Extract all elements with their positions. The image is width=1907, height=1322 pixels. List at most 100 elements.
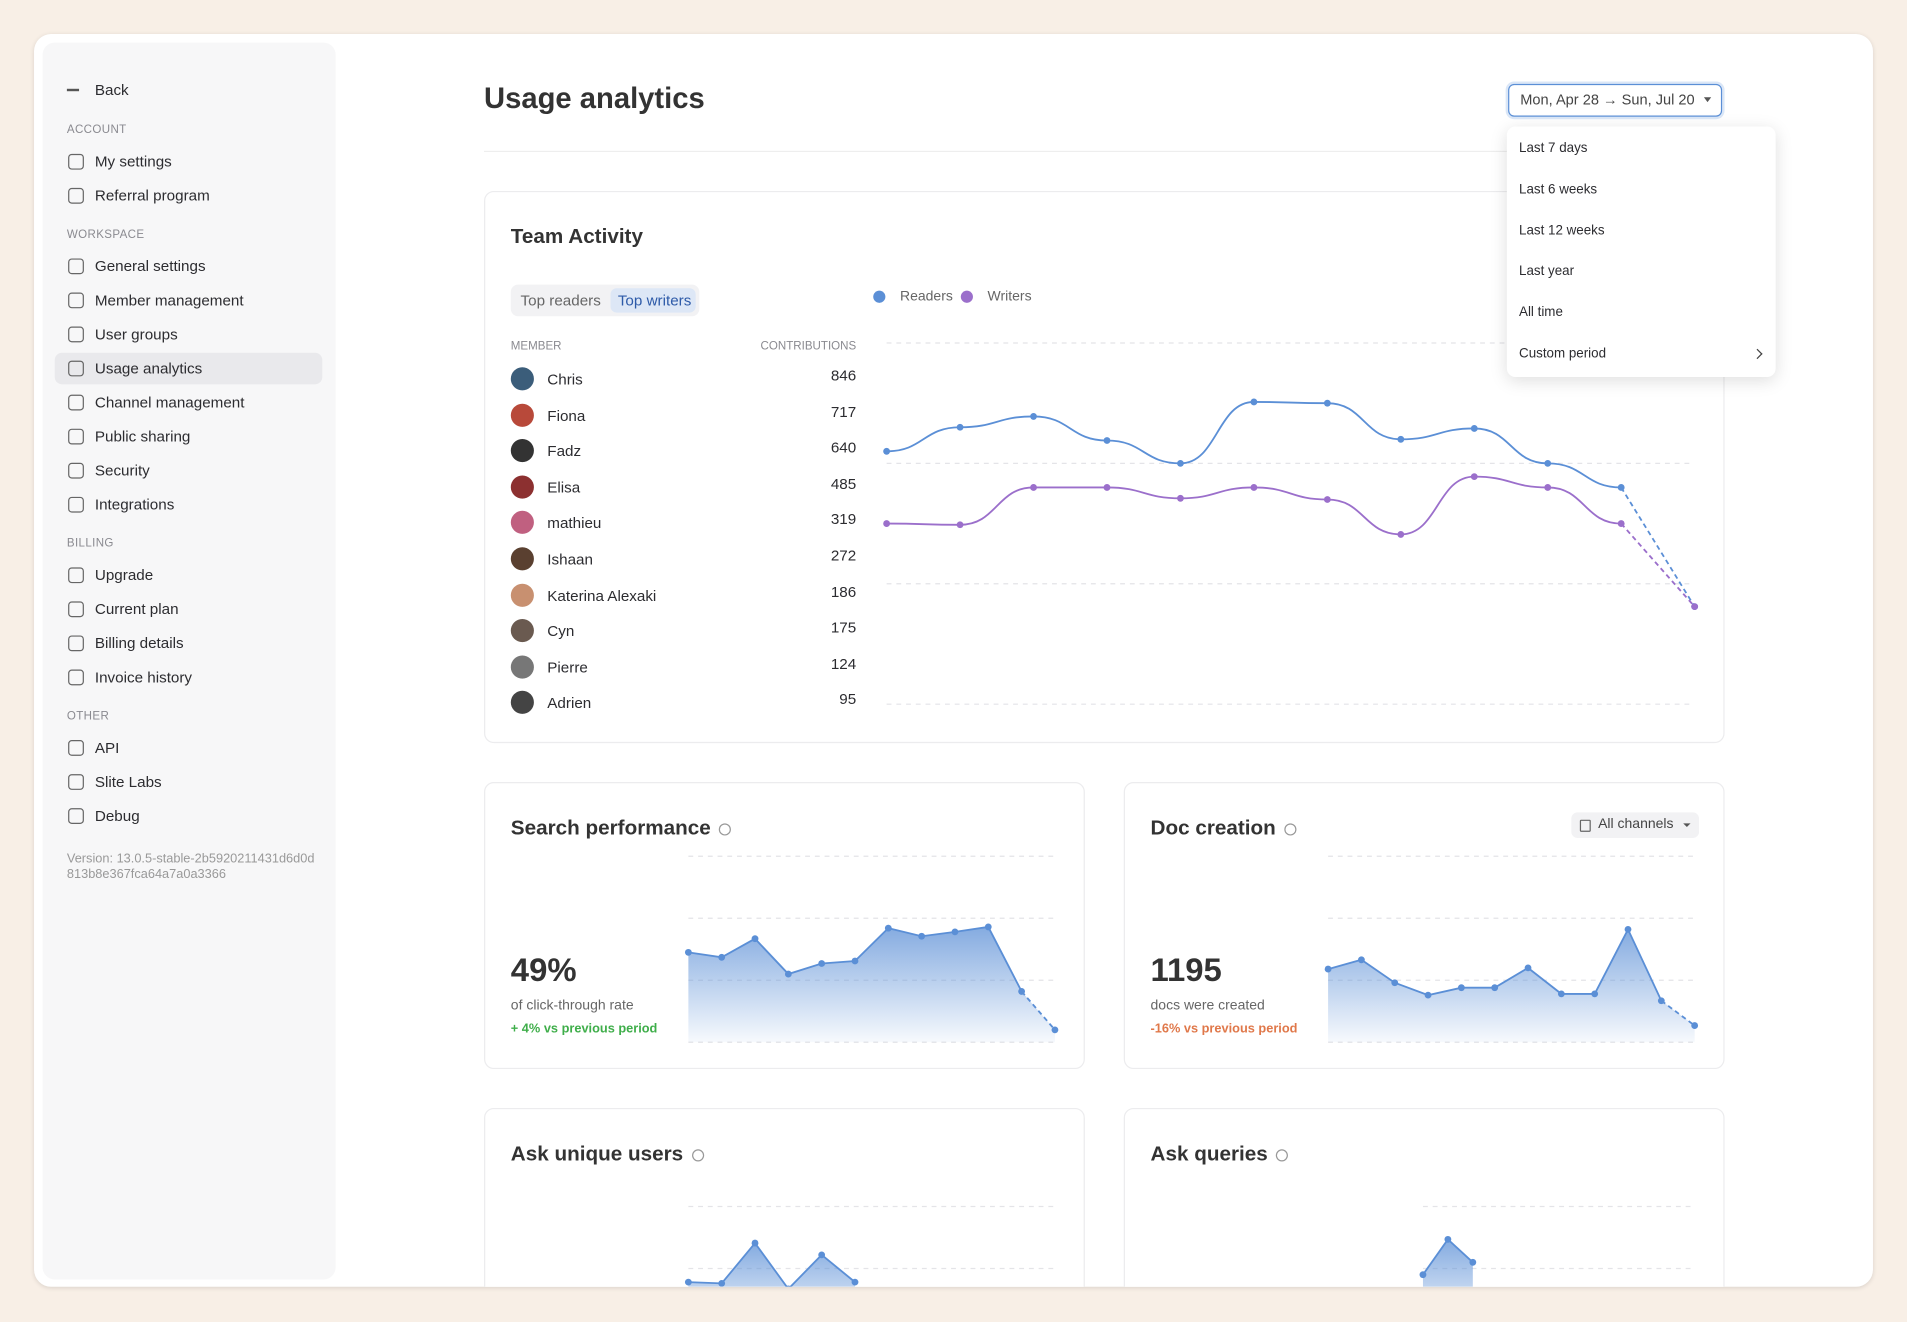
nav-item[interactable]: Integrations — [94, 496, 175, 514]
nav-item[interactable]: Security — [94, 462, 150, 480]
metric: 1195 — [1150, 951, 1222, 989]
point — [1617, 484, 1625, 491]
section-heading: WORKSPACE — [66, 228, 145, 242]
nav-item[interactable]: Current plan — [94, 600, 179, 618]
contributions: 175 — [830, 619, 857, 637]
contributions: 319 — [830, 511, 857, 529]
dropdown-option[interactable]: Last 6 weeks — [1519, 182, 1598, 197]
point — [851, 1278, 859, 1286]
point — [956, 521, 964, 529]
area — [688, 1243, 855, 1287]
back-link[interactable]: Back — [94, 81, 129, 99]
nav-item[interactable]: Usage analytics — [94, 359, 203, 378]
nav-item[interactable]: My settings — [94, 153, 172, 171]
date-range: Mon, Apr 28 → Sun, Jul 20 — [1520, 91, 1695, 109]
point — [784, 970, 792, 978]
member-name: Chris — [547, 370, 583, 388]
member-name: Cyn — [547, 622, 575, 640]
tab[interactable]: Top writers — [617, 291, 692, 309]
avatar — [510, 439, 534, 463]
point — [918, 932, 926, 940]
section-heading: OTHER — [66, 709, 110, 724]
dropdown-option[interactable]: All time — [1519, 305, 1563, 321]
tab[interactable]: Top readers — [520, 291, 601, 309]
point — [1557, 990, 1565, 998]
point — [1177, 494, 1184, 502]
avatar — [510, 475, 534, 499]
nav-item[interactable]: Channel management — [94, 394, 245, 412]
point — [1691, 1022, 1699, 1029]
card-title: Ask queries — [1150, 1142, 1268, 1166]
point — [956, 423, 964, 431]
dashed-segment — [1620, 486, 1696, 608]
line — [886, 401, 1622, 489]
point — [1470, 425, 1478, 432]
filter-button[interactable]: All channels — [1571, 812, 1700, 838]
metric-change: -16% vs previous period — [1150, 1021, 1298, 1037]
nav-item[interactable]: Upgrade — [94, 566, 154, 584]
metric-card: Ask unique users — [484, 1107, 1085, 1287]
nav-item[interactable]: API — [94, 739, 120, 757]
filter-label: All channels — [1598, 817, 1674, 832]
point — [851, 957, 859, 965]
dropdown-option[interactable]: Last year — [1519, 264, 1575, 279]
metric-caption: docs were created — [1150, 998, 1265, 1014]
point — [751, 935, 759, 943]
nav-item[interactable]: Public sharing — [94, 428, 191, 446]
point — [1469, 1258, 1477, 1266]
back-icon — [66, 88, 80, 92]
point — [785, 1285, 791, 1287]
nav-item[interactable]: Member management — [94, 291, 244, 309]
metric: 49% — [510, 951, 577, 989]
member-name: Fadz — [547, 442, 582, 460]
card-title: Team Activity — [510, 224, 643, 249]
line — [886, 475, 1622, 536]
sidebar: Back ACCOUNT My settings Referral program WO… — [42, 42, 336, 1280]
avatar — [510, 655, 534, 679]
divider — [484, 150, 1723, 153]
point — [718, 1279, 726, 1287]
contributions: 186 — [830, 583, 857, 601]
member-name: Fiona — [547, 406, 586, 424]
member-name: Adrien — [547, 694, 592, 712]
nav-icon — [68, 360, 84, 377]
nav-item[interactable]: Billing details — [94, 634, 184, 652]
dropdown-option[interactable]: Last 12 weeks — [1519, 223, 1605, 238]
point — [1591, 990, 1599, 998]
point — [1323, 496, 1331, 503]
nav-icon — [68, 462, 84, 479]
nav-icon — [68, 153, 84, 170]
date-range-button[interactable]: Mon, Apr 28 → Sun, Jul 20 — [1508, 83, 1723, 117]
dropdown-option[interactable]: Last 7 days — [1519, 141, 1588, 156]
member-name: Ishaan — [547, 550, 593, 568]
card-title: Search performance — [510, 816, 711, 840]
point — [1324, 965, 1332, 973]
area — [1328, 929, 1695, 1043]
point — [1544, 484, 1552, 491]
legend-label: Writers — [987, 289, 1032, 305]
nav-icon — [68, 774, 84, 790]
metric-change: + 4% vs previous period — [510, 1021, 658, 1037]
nav-item[interactable]: General settings — [94, 257, 206, 275]
member-name: mathieu — [547, 514, 602, 532]
dropdown-option[interactable]: Custom period — [1519, 346, 1607, 362]
contributions: 485 — [830, 475, 857, 493]
point — [684, 1278, 692, 1286]
point — [1250, 398, 1258, 406]
nav-item[interactable]: Slite Labs — [94, 773, 162, 791]
nav-item[interactable]: Referral program — [94, 187, 210, 205]
contributions: 640 — [830, 439, 857, 457]
point — [1358, 956, 1365, 964]
point — [1691, 603, 1699, 611]
nav-item[interactable]: User groups — [94, 325, 178, 343]
nav-item[interactable]: Debug — [94, 807, 140, 825]
nav-item[interactable]: Invoice history — [94, 668, 193, 686]
nav-icon — [68, 808, 84, 824]
point — [1444, 1235, 1452, 1243]
card-title: Ask unique users — [510, 1142, 684, 1166]
point — [1397, 531, 1405, 538]
window: Back ACCOUNT My settings Referral program WO… — [34, 34, 1873, 1287]
point — [1250, 484, 1258, 491]
